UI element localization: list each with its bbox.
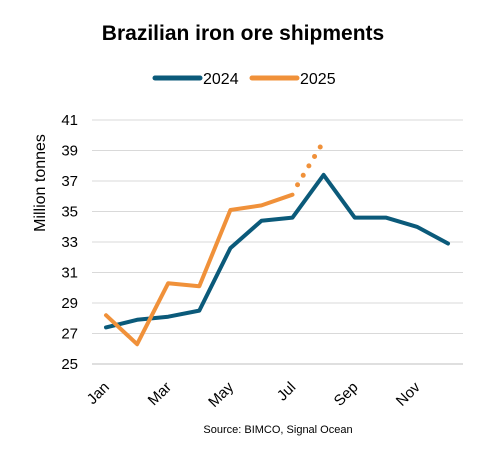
point-2025-jan [104, 313, 108, 317]
point-2025-apr [197, 284, 201, 288]
gridlines [92, 119, 463, 365]
point-2025-jun [259, 203, 263, 207]
y-tick-33: 33 [61, 234, 78, 251]
point-2024-may [228, 246, 232, 250]
legend-label-2024: 2024 [203, 71, 239, 88]
x-tick-may: May [205, 378, 237, 410]
x-tick-mar: Mar [145, 379, 175, 409]
point-2024-jul [291, 216, 295, 220]
y-tick-39: 39 [61, 143, 78, 160]
y-tick-29: 29 [61, 295, 78, 312]
point-2024-jan [104, 325, 108, 329]
y-axis-label: Million tonnes [32, 134, 49, 232]
y-tick-37: 37 [61, 173, 78, 190]
point-2024-apr [197, 309, 201, 313]
x-tick-jan: Jan [84, 379, 113, 408]
point-2024-sep [353, 216, 357, 220]
x-tick-labels: Jan Mar May Jul Sep Nov [84, 378, 424, 410]
point-2024-dec [446, 242, 450, 246]
x-tick-jul: Jul [274, 379, 300, 405]
y-tick-labels: 25 27 29 31 33 35 37 39 41 [61, 112, 78, 373]
y-tick-25: 25 [61, 356, 78, 373]
series-line-2024 [104, 172, 450, 330]
chart-title: Brazilian iron ore shipments [102, 22, 384, 45]
projection-line-2025 [295, 138, 327, 188]
source-note: Source: BIMCO, Signal Ocean [203, 424, 352, 436]
point-2025-mar [166, 281, 170, 285]
point-2024-nov [415, 225, 419, 229]
x-tick-nov: Nov [393, 378, 424, 409]
point-2024-aug [322, 173, 326, 177]
x-tick-sep: Sep [331, 379, 362, 410]
y-tick-41: 41 [61, 112, 78, 129]
point-2025-may [228, 208, 232, 212]
y-tick-31: 31 [61, 265, 78, 282]
point-2024-oct [384, 216, 388, 220]
legend: 2024 2025 [152, 71, 336, 88]
y-tick-27: 27 [61, 326, 78, 343]
legend-label-2025: 2025 [300, 71, 336, 88]
y-tick-35: 35 [61, 204, 78, 221]
point-2024-feb [135, 318, 139, 322]
series-lines [104, 138, 450, 347]
point-2025-jul [291, 193, 295, 197]
point-2024-jun [259, 219, 263, 223]
point-2024-mar [166, 315, 170, 319]
point-2025-feb [135, 342, 139, 346]
